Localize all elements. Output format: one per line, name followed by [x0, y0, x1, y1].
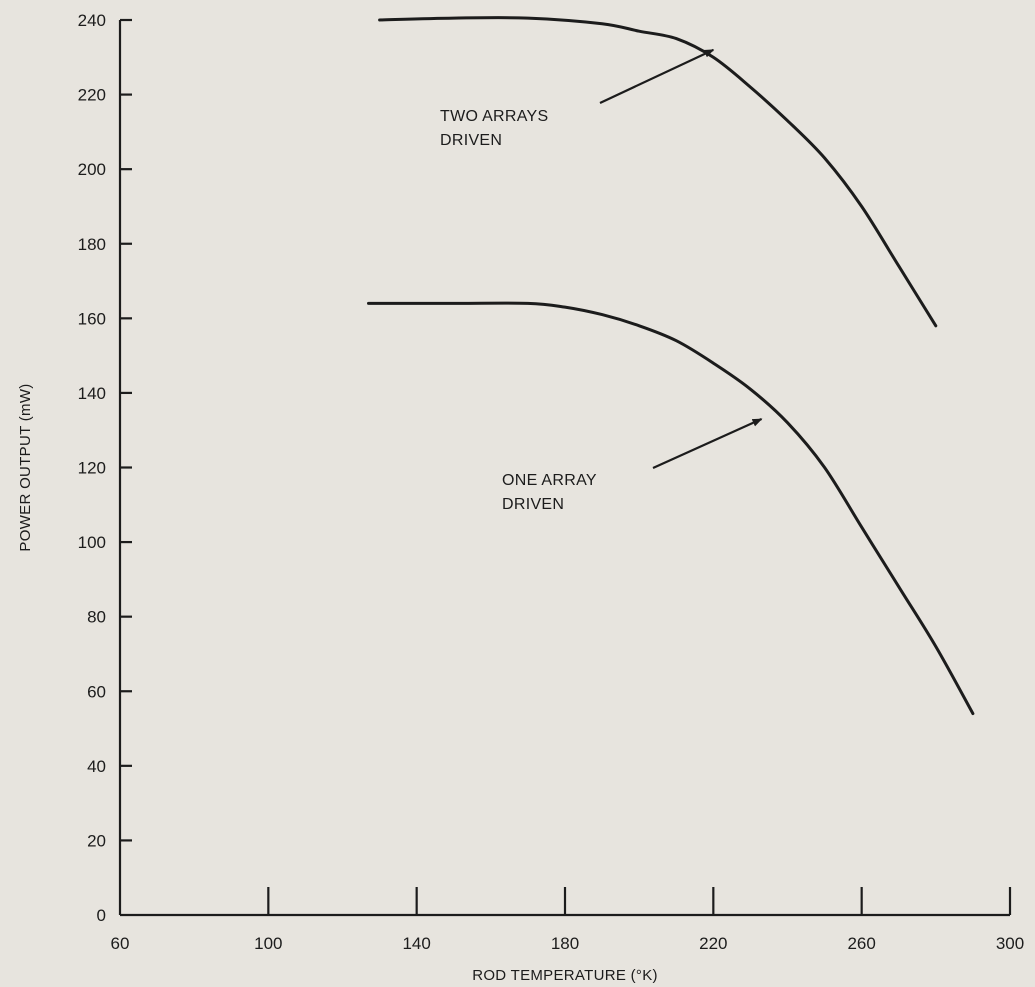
annotation-label: ONE ARRAY — [502, 472, 597, 489]
y-axis-title: POWER OUTPUT (mW) — [17, 383, 34, 551]
y-tick-label: 20 — [87, 831, 106, 850]
y-tick-label: 60 — [87, 682, 106, 701]
y-tick-label: 160 — [78, 309, 106, 328]
series-line-1 — [378, 16, 938, 328]
x-tick-label: 300 — [996, 934, 1024, 953]
annotation-label: TWO ARRAYS — [440, 108, 549, 125]
annotation-layer: TWO ARRAYS DRIVEN ONE ARRAY DRIVEN — [440, 48, 763, 513]
x-tick-label: 140 — [402, 934, 430, 953]
annotation-arrow — [652, 418, 763, 470]
series-layer — [367, 16, 975, 716]
y-tick-label: 40 — [87, 757, 106, 776]
x-tick-label: 260 — [847, 934, 875, 953]
x-tick-label: 180 — [551, 934, 579, 953]
y-tick-label: 240 — [78, 11, 106, 30]
x-tick-label: 100 — [254, 934, 282, 953]
y-tick-label: 80 — [87, 608, 106, 627]
x-tick-label: 220 — [699, 934, 727, 953]
annotation-label: DRIVEN — [440, 132, 502, 149]
y-tick-label: 220 — [78, 86, 106, 105]
annotation-label: DRIVEN — [502, 496, 564, 513]
y-tick-label: 0 — [97, 906, 106, 925]
annotation-arrow — [599, 48, 715, 104]
y-tick-label: 100 — [78, 533, 106, 552]
y-tick-label: 140 — [78, 384, 106, 403]
y-tick-label: 200 — [78, 160, 106, 179]
series-line-2 — [367, 301, 975, 716]
x-tick-label: 60 — [111, 934, 130, 953]
y-tick-label: 180 — [78, 235, 106, 254]
axes-layer: 0 20 40 60 80 100 120 140 160 180 200 220 240 60 100 14… — [17, 11, 1024, 984]
y-tick-label: 120 — [78, 459, 106, 478]
x-axis-title: ROD TEMPERATURE (°K) — [472, 967, 658, 984]
